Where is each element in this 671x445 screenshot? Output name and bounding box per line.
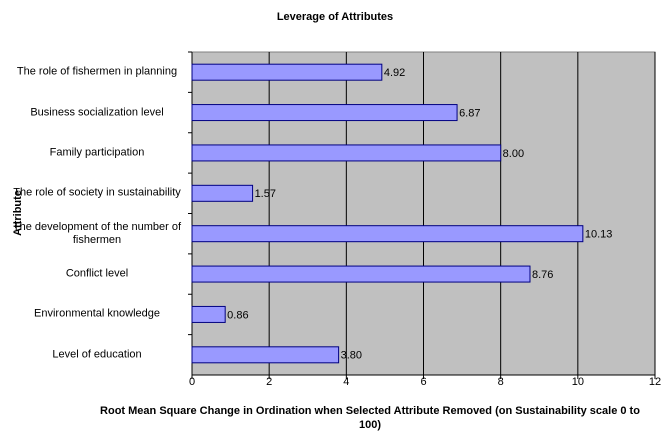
data-label: 6.87 [459,107,480,119]
bar [191,184,254,202]
y-axis-title: Attribute [12,190,24,236]
x-tick-label: 4 [343,376,349,388]
data-label: 8.00 [503,148,524,160]
data-label: 8.76 [532,269,553,281]
bar [191,104,458,122]
x-tick-label: 12 [649,376,661,388]
y-tick-label: Family participation [49,146,145,159]
bar [191,63,383,81]
y-tick-label: Level of education [52,348,142,361]
bar [191,305,226,323]
bar [191,225,584,243]
data-label: 4.92 [384,67,405,79]
bar [191,265,531,283]
data-label: 10.13 [585,229,613,241]
chart-title: Leverage of Attributes [277,11,393,23]
y-tick-label: The role of fishermen in planning [16,65,178,78]
data-label: 1.57 [255,188,276,200]
y-tick-label: The development of the number of fisherm… [12,220,182,246]
y-tick-label: Environmental knowledge [34,307,160,320]
bar [191,144,502,162]
data-label: 0.86 [227,309,248,321]
y-tick-label: Conflict level [65,267,129,280]
bar [191,346,340,364]
x-tick-label: 0 [189,376,195,388]
x-tick-label: 2 [266,376,272,388]
x-tick-label: 10 [572,376,584,388]
x-tick-label: 8 [498,376,504,388]
x-axis-title: Root Mean Square Change in Ordination wh… [100,405,640,431]
y-tick-label: The role of society in sustainability [13,186,181,199]
y-tick-label: Business socialization level [30,106,164,119]
data-label: 3.80 [341,350,362,362]
x-tick-label: 6 [420,376,426,388]
